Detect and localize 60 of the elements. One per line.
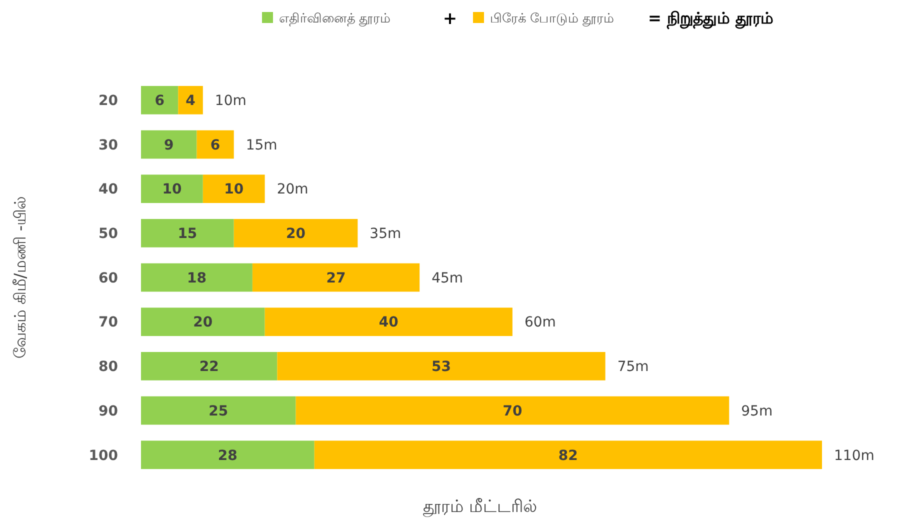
y-tick-label: 60 — [98, 270, 118, 286]
bar — [252, 263, 420, 292]
bar — [141, 308, 265, 336]
data-label: 15 — [178, 226, 198, 242]
bar — [141, 263, 252, 292]
bar — [141, 130, 197, 159]
bar — [196, 130, 234, 159]
data-label: 25 — [208, 403, 228, 420]
bar — [141, 174, 203, 204]
data-label: 53 — [432, 359, 451, 376]
legend-label: எதிர்வினைத் தூரம் — [279, 12, 390, 27]
total-label: 110m — [834, 448, 874, 464]
data-label: 40 — [378, 314, 399, 331]
text: + — [442, 8, 458, 29]
x-axis-title: தூரம் மீட்டரில் — [422, 497, 538, 517]
y-tick-label: 40 — [98, 182, 118, 198]
total-label: 75m — [617, 359, 649, 376]
data-label: 70 — [502, 403, 522, 420]
data-label: 4 — [186, 93, 196, 110]
bar — [178, 86, 203, 114]
y-tick-label: 90 — [98, 403, 118, 420]
bar — [141, 352, 278, 380]
bar — [141, 218, 234, 248]
data-label: 10 — [224, 182, 244, 198]
bar — [234, 218, 358, 248]
bar — [141, 440, 314, 470]
total-label: 60m — [524, 314, 556, 331]
total-label: 45m — [432, 270, 464, 286]
data-label: 27 — [326, 270, 346, 286]
data-label: 22 — [199, 359, 219, 376]
data-label: 6 — [154, 93, 164, 110]
data-label: 18 — [186, 270, 206, 286]
data-label: 10 — [162, 182, 182, 198]
total-label: 15m — [246, 137, 278, 154]
data-label: 28 — [218, 448, 238, 464]
data-label: 6 — [210, 137, 220, 154]
total-label: 95m — [741, 403, 773, 420]
data-label: 9 — [164, 137, 174, 154]
bar — [141, 86, 178, 114]
bar — [202, 174, 265, 204]
y-tick-label: 70 — [98, 314, 118, 331]
total-label: 35m — [370, 226, 402, 242]
y-tick-label: 100 — [88, 448, 118, 464]
bar — [277, 352, 606, 380]
data-label: 20 — [193, 314, 213, 331]
bar — [141, 396, 296, 425]
y-tick-label: 50 — [98, 226, 118, 242]
y-tick-label: 30 — [98, 137, 118, 154]
y-axis-title: வேகம் கிமீ/மணி -யில் — [10, 196, 30, 359]
bar — [296, 396, 730, 425]
total-label: 20m — [276, 182, 308, 198]
text: = நிறுத்தும் தூரம் — [648, 8, 774, 29]
bar — [264, 308, 512, 336]
data-label: 20 — [286, 226, 306, 242]
legend-label: பிரேக் போடும் தூரம் — [490, 12, 614, 27]
y-tick-label: 20 — [98, 93, 118, 110]
y-tick-label: 80 — [98, 359, 118, 376]
data-label: 82 — [558, 448, 578, 464]
bar — [314, 440, 822, 470]
total-label: 10m — [214, 93, 246, 110]
